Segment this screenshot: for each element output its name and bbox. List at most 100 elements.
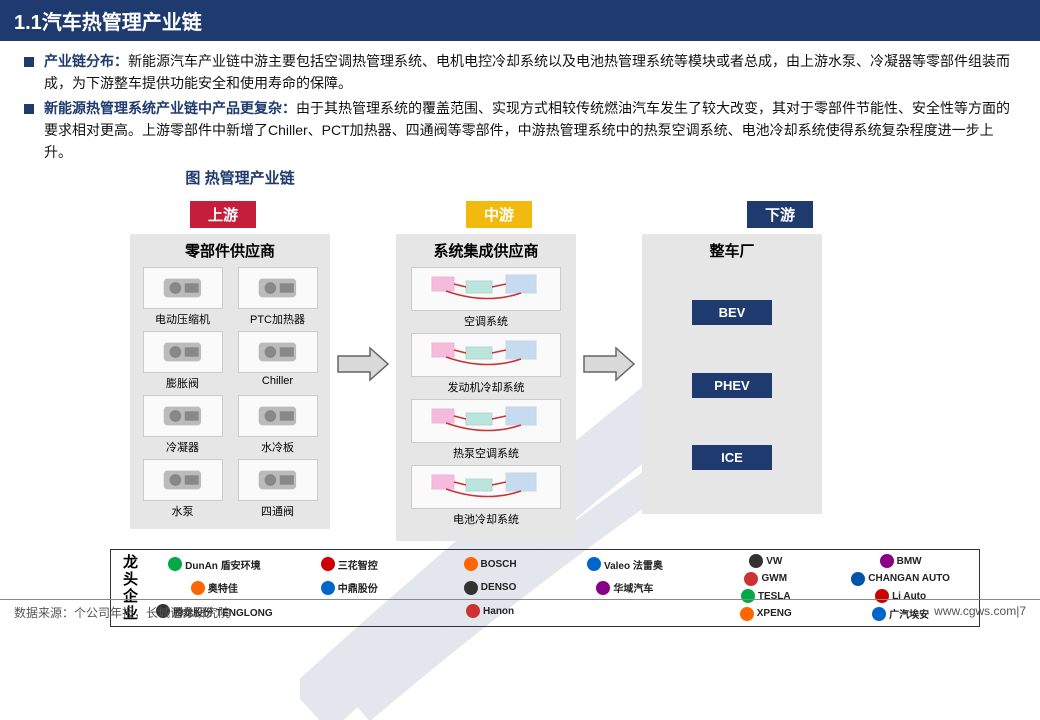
company-name: BOSCH: [481, 559, 517, 570]
footer-page: 7: [1019, 604, 1026, 618]
logo-icon: [749, 554, 763, 568]
bullet-2-lead: 新能源热管理系统产业链中产品更复杂：: [44, 100, 296, 116]
logo-icon: [851, 572, 865, 586]
component-thumb: [143, 459, 223, 501]
midstream-item-label: 热泵空调系统: [404, 445, 568, 461]
value-chain-row: 零部件供应商 电动压缩机 PTC加热器 膨胀阀 Chiller 冷凝器 水冷板 …: [0, 228, 1040, 541]
bullet-1-lead: 产业链分布：: [44, 53, 128, 69]
downstream-col-title: 整车厂: [650, 240, 814, 261]
arrow-1: [334, 234, 392, 384]
downstream-chip: BEV: [692, 300, 772, 325]
component-thumb: [143, 267, 223, 309]
upstream-item: 膨胀阀: [138, 331, 227, 391]
midstream-item-label: 发动机冷却系统: [404, 379, 568, 395]
bullet-2: 新能源热管理系统产业链中产品更复杂：由于其热管理系统的覆盖范围、实现方式相较传统…: [24, 98, 1016, 163]
footer-source: 数据来源：个公司年报，长城证券研究院: [14, 604, 230, 621]
upstream-item: 水冷板: [233, 395, 322, 455]
logo-icon: [880, 554, 894, 568]
logo-icon: [464, 557, 478, 571]
upstream-item: PTC加热器: [233, 267, 322, 327]
downstream-chip: PHEV: [692, 373, 772, 398]
company-name: GWM: [761, 573, 787, 584]
stage-label-up: 上游: [190, 201, 256, 228]
midstream-col-title: 系统集成供应商: [404, 240, 568, 261]
arrow-2: [580, 234, 638, 384]
logo-icon: [596, 581, 610, 595]
midstream-item-label: 电池冷却系统: [404, 511, 568, 527]
component-thumb: [238, 331, 318, 373]
company-name: DunAn 盾安环境: [185, 557, 261, 572]
company-logo: 华域汽车: [596, 580, 653, 595]
upstream-item-label: 水冷板: [233, 439, 322, 455]
downstream-chip: ICE: [692, 445, 772, 470]
system-thumb: [411, 399, 561, 443]
upstream-item: 四通阀: [233, 459, 322, 519]
square-bullet-icon: [24, 57, 34, 67]
upstream-item-label: 电动压缩机: [138, 311, 227, 327]
stage-labels-row: 上游 中游 下游: [0, 201, 1040, 228]
system-thumb: [411, 465, 561, 509]
company-logo: VW: [749, 554, 782, 568]
company-logo: 中鼎股份: [321, 580, 378, 595]
component-thumb: [143, 331, 223, 373]
component-thumb: [238, 267, 318, 309]
company-name: Valeo 法雷奥: [604, 557, 663, 572]
company-name: CHANGAN AUTO: [868, 573, 950, 584]
body-text: 产业链分布：新能源汽车产业链中游主要包括空调热管理系统、电机电控冷却系统以及电池…: [0, 41, 1040, 197]
company-logo: GWM: [744, 572, 787, 586]
company-logo: BMW: [880, 554, 922, 568]
system-thumb: [411, 333, 561, 377]
component-thumb: [238, 395, 318, 437]
upstream-item-label: Chiller: [233, 375, 322, 387]
component-thumb: [143, 395, 223, 437]
midstream-item: 电池冷却系统: [404, 465, 568, 527]
upstream-item: 电动压缩机: [138, 267, 227, 327]
upstream-item-label: PTC加热器: [233, 311, 322, 327]
company-name: 三花智控: [338, 557, 378, 572]
company-logo: 三花智控: [321, 557, 378, 572]
figure-title: 图 热管理产业链: [0, 167, 1016, 190]
logo-icon: [744, 572, 758, 586]
upstream-item-label: 水泵: [138, 503, 227, 519]
right-arrow-icon: [336, 344, 390, 384]
company-logo: CHANGAN AUTO: [851, 572, 950, 586]
company-name: 中鼎股份: [338, 580, 378, 595]
midstream-item: 空调系统: [404, 267, 568, 329]
midstream-item: 发动机冷却系统: [404, 333, 568, 395]
page-title: 1.1汽车热管理产业链: [0, 0, 1040, 41]
bullet-1: 产业链分布：新能源汽车产业链中游主要包括空调热管理系统、电机电控冷却系统以及电池…: [24, 51, 1016, 94]
square-bullet-icon: [24, 104, 34, 114]
component-thumb: [238, 459, 318, 501]
midstream-column: 系统集成供应商 空调系统 发动机冷却系统 热泵空调系统 电池冷却系统: [396, 234, 576, 541]
logo-icon: [321, 557, 335, 571]
upstream-col-title: 零部件供应商: [138, 240, 322, 261]
logo-icon: [168, 557, 182, 571]
upstream-item-label: 四通阀: [233, 503, 322, 519]
company-logo: DunAn 盾安环境: [168, 557, 261, 572]
company-logo: DENSO: [464, 581, 517, 595]
upstream-item-label: 冷凝器: [138, 439, 227, 455]
footer: 数据来源：个公司年报，长城证券研究院 www.cgws.com|7: [0, 599, 1040, 621]
upstream-item-label: 膨胀阀: [138, 375, 227, 391]
company-name: 华域汽车: [613, 580, 653, 595]
logo-icon: [587, 557, 601, 571]
company-logo: Valeo 法雷奥: [587, 557, 663, 572]
system-thumb: [411, 267, 561, 311]
upstream-column: 零部件供应商 电动压缩机 PTC加热器 膨胀阀 Chiller 冷凝器 水冷板 …: [130, 234, 330, 529]
bullet-1-text: 新能源汽车产业链中游主要包括空调热管理系统、电机电控冷却系统以及电池热管理系统等…: [44, 53, 1010, 91]
logo-icon: [191, 581, 205, 595]
footer-site: www.cgws.com: [934, 604, 1016, 618]
upstream-item: 冷凝器: [138, 395, 227, 455]
company-logo: BOSCH: [464, 557, 517, 571]
company-name: DENSO: [481, 582, 517, 593]
right-arrow-icon: [582, 344, 636, 384]
midstream-item: 热泵空调系统: [404, 399, 568, 461]
upstream-item: 水泵: [138, 459, 227, 519]
company-name: BMW: [897, 556, 922, 567]
stage-label-down: 下游: [747, 201, 813, 228]
stage-label-mid: 中游: [466, 201, 532, 228]
company-name: 奥特佳: [208, 580, 238, 595]
logo-icon: [464, 581, 478, 595]
downstream-column: 整车厂 BEV PHEV ICE: [642, 234, 822, 514]
company-name: VW: [766, 556, 782, 567]
